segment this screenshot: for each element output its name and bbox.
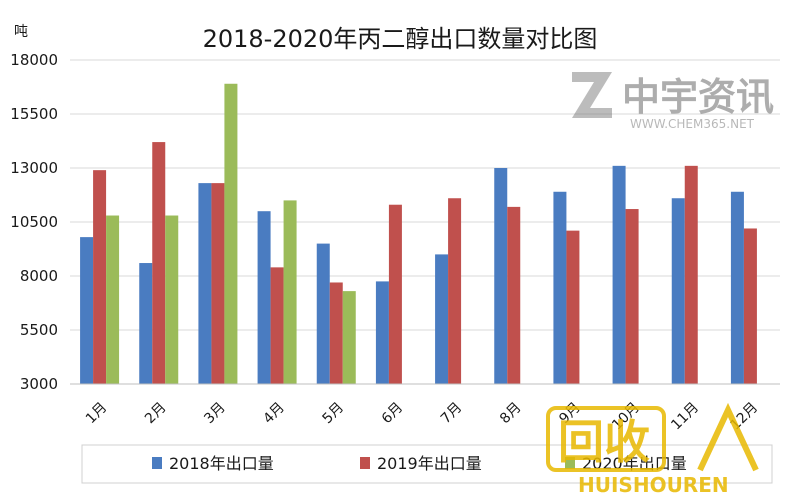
bar <box>283 200 297 384</box>
y-tick-label: 13000 <box>10 159 58 177</box>
bar <box>80 237 94 384</box>
x-tick-label: 3月 <box>201 400 229 428</box>
recycle-arrow-icon <box>697 402 759 472</box>
x-axis-ticks: 1月 2月 3月 4月 5月 6月 7月 8月 9月 10月 11月 12月 <box>83 400 761 434</box>
watermark-bottom-right: 回收 HUISHOUREN <box>546 402 759 497</box>
y-tick-label: 5500 <box>20 321 58 339</box>
bar <box>224 83 238 384</box>
bar <box>198 183 212 384</box>
x-tick-label: 4月 <box>260 400 288 428</box>
gridlines <box>70 59 780 331</box>
watermark-top-right: 中宇资讯 WWW.CHEM365.NET <box>572 72 774 131</box>
bar <box>625 209 639 384</box>
x-tick-label: 6月 <box>379 400 407 428</box>
bar <box>316 243 330 384</box>
bar <box>684 165 698 384</box>
y-tick-label: 15500 <box>10 105 58 123</box>
x-tick-label: 7月 <box>438 400 466 428</box>
bar <box>553 191 567 384</box>
legend-label: 2019年出口量 <box>377 454 482 473</box>
bar <box>743 228 757 384</box>
bar <box>435 254 449 384</box>
bar <box>448 198 462 384</box>
x-tick-label: 2月 <box>142 400 170 428</box>
bar <box>270 267 284 384</box>
bar <box>388 204 402 384</box>
x-tick-label: 8月 <box>497 400 525 428</box>
bar <box>507 206 521 384</box>
bar <box>730 191 744 384</box>
bar <box>671 198 685 384</box>
watermark-logo-box <box>546 406 666 472</box>
y-tick-label: 8000 <box>20 267 58 285</box>
bar <box>342 291 356 384</box>
legend-swatch <box>360 457 370 469</box>
bar <box>612 165 626 384</box>
x-tick-label: 1月 <box>83 400 111 428</box>
legend-box <box>81 444 773 484</box>
legend-label: 2018年出口量 <box>169 454 274 473</box>
watermark-brand-2: 回收 <box>558 415 650 469</box>
bar <box>375 281 389 384</box>
bar <box>566 230 580 384</box>
bar <box>139 263 153 384</box>
bar <box>494 168 508 384</box>
watermark-url: WWW.CHEM365.NET <box>630 117 755 131</box>
brand-logo-icon <box>572 72 612 118</box>
y-axis-ticks: 3000 5500 8000 10500 13000 15500 18000 <box>10 51 58 393</box>
legend-swatch <box>152 457 162 469</box>
watermark-url-2: HUISHOUREN <box>578 473 729 497</box>
y-tick-label: 18000 <box>10 51 58 69</box>
bars <box>80 83 757 384</box>
legend-swatch <box>565 457 575 469</box>
watermark-brand: 中宇资讯 <box>622 75 774 119</box>
x-tick-label: 5月 <box>320 400 348 428</box>
bar <box>211 183 225 384</box>
y-tick-label: 3000 <box>20 375 58 393</box>
y-tick-label: 10500 <box>10 213 58 231</box>
bar <box>165 215 179 384</box>
bar <box>106 215 120 384</box>
y-axis-unit: 吨 <box>14 24 28 40</box>
bar <box>93 170 107 384</box>
chart-title: 2018-2020年丙二醇出口数量对比图 <box>203 25 598 53</box>
bar <box>257 211 271 384</box>
x-tick-label: 11月 <box>668 400 702 434</box>
bar <box>152 142 166 384</box>
bar <box>329 282 343 384</box>
